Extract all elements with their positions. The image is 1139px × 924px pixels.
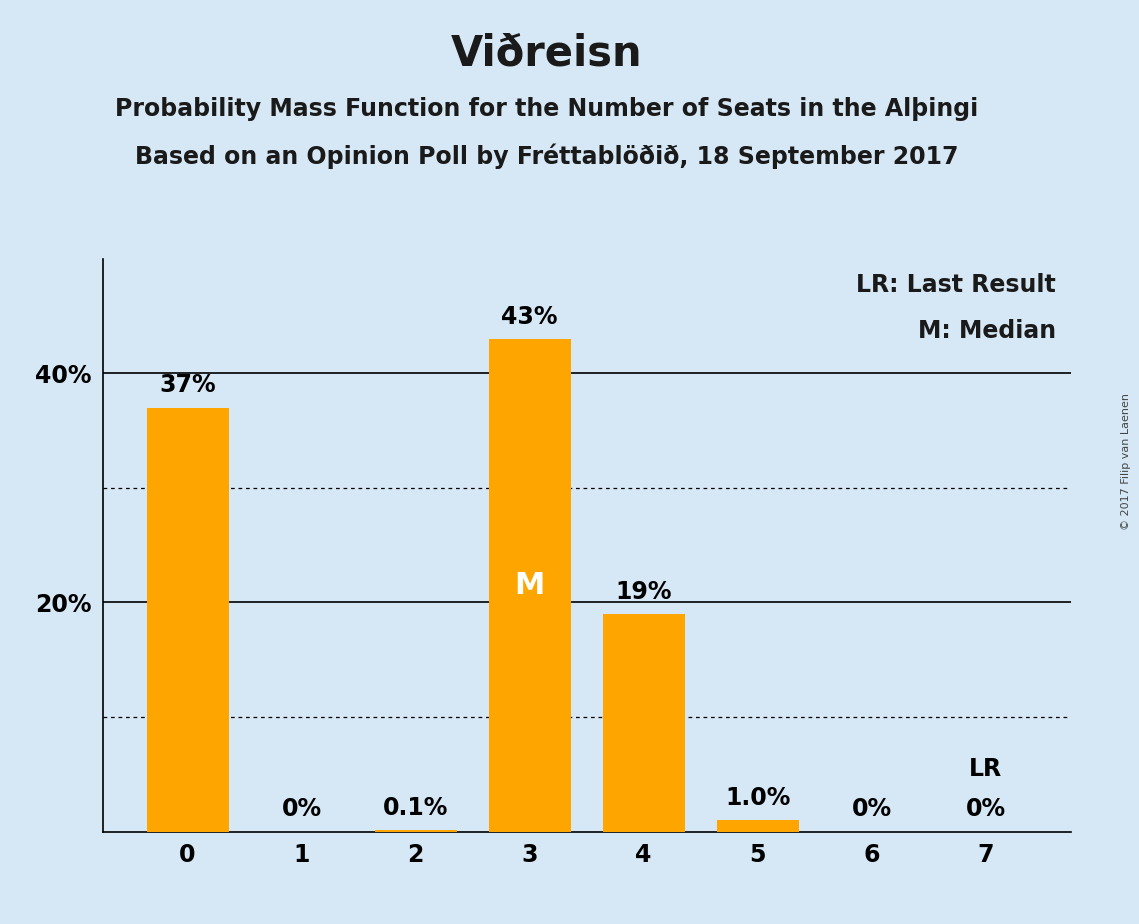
Text: LR: LR <box>969 757 1002 781</box>
Bar <box>147 407 229 832</box>
Text: 19%: 19% <box>615 579 672 603</box>
Text: M: M <box>515 571 544 600</box>
Text: Probability Mass Function for the Number of Seats in the Alþingi: Probability Mass Function for the Number… <box>115 97 978 121</box>
Text: 37%: 37% <box>159 373 216 397</box>
Text: M: Median: M: Median <box>918 319 1056 343</box>
Bar <box>489 339 571 832</box>
Bar <box>716 821 798 832</box>
Text: 0%: 0% <box>852 797 892 821</box>
Text: 43%: 43% <box>501 305 558 329</box>
Text: LR: Last Result: LR: Last Result <box>857 274 1056 297</box>
Text: Viðreisn: Viðreisn <box>451 32 642 74</box>
Text: 0.1%: 0.1% <box>383 796 449 821</box>
Text: Based on an Opinion Poll by Fréttablöðið, 18 September 2017: Based on an Opinion Poll by Fréttablöðið… <box>134 143 959 169</box>
Text: 1.0%: 1.0% <box>724 785 790 809</box>
Bar <box>603 614 685 832</box>
Text: 0%: 0% <box>966 797 1006 821</box>
Text: 0%: 0% <box>281 797 321 821</box>
Bar <box>375 831 457 832</box>
Text: © 2017 Filip van Laenen: © 2017 Filip van Laenen <box>1121 394 1131 530</box>
